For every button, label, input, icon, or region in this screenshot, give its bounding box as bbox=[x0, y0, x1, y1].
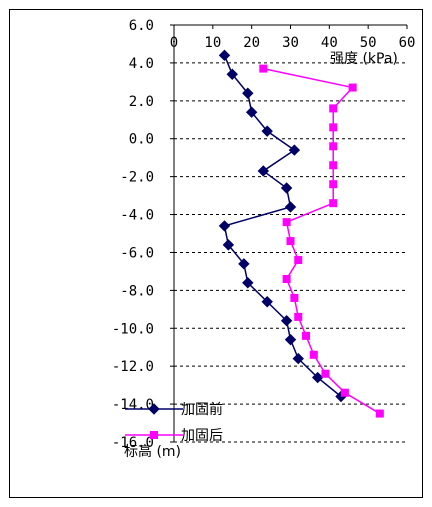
x-tick-labels: 0 10 20 30 40 50 60 bbox=[170, 25, 416, 51]
data-point bbox=[218, 220, 231, 232]
data-point bbox=[226, 68, 238, 80]
series-line bbox=[263, 67, 381, 415]
y-tick-label: 6.0 bbox=[129, 18, 154, 34]
series-1 bbox=[218, 49, 347, 403]
series-layer bbox=[218, 49, 384, 418]
y-tick-label: -12.0 bbox=[112, 359, 154, 375]
data-point bbox=[329, 161, 338, 170]
data-point bbox=[309, 350, 318, 359]
data-point bbox=[329, 180, 338, 189]
y-tick-label: -14.0 bbox=[112, 397, 154, 413]
legend-marker bbox=[150, 431, 158, 439]
x-tick-label: 20 bbox=[243, 35, 260, 51]
data-point bbox=[302, 331, 311, 340]
series-2 bbox=[259, 64, 384, 418]
data-point bbox=[294, 256, 303, 265]
y-tick-label: -10.0 bbox=[112, 321, 154, 337]
data-point bbox=[280, 182, 293, 194]
data-point bbox=[311, 371, 324, 384]
data-point bbox=[292, 352, 304, 365]
legend-label: 加固前 bbox=[181, 401, 223, 418]
data-point bbox=[259, 64, 268, 73]
data-point bbox=[261, 296, 273, 308]
y-tick-label: -8.0 bbox=[120, 283, 154, 299]
data-point bbox=[245, 106, 258, 118]
data-point bbox=[261, 125, 273, 137]
data-point bbox=[218, 49, 231, 62]
grid-lines bbox=[174, 62, 407, 443]
data-point bbox=[284, 333, 297, 346]
data-point bbox=[222, 239, 235, 251]
data-point bbox=[321, 369, 330, 378]
data-point bbox=[294, 312, 303, 321]
y-axis-label: 标高 (m) bbox=[124, 443, 181, 460]
data-point bbox=[284, 201, 297, 213]
data-point bbox=[280, 314, 293, 327]
data-point bbox=[257, 165, 270, 177]
legend-label: 加固后 bbox=[181, 428, 223, 444]
y-tick-label: -2.0 bbox=[120, 170, 154, 186]
data-point bbox=[282, 218, 291, 227]
data-point bbox=[329, 199, 338, 208]
legend-marker bbox=[148, 403, 160, 415]
data-point bbox=[242, 87, 254, 99]
y-tick-labels: 6.0 4.0 2.0 0.0 -2.0 -4.0 -6.0 -8.0 -10.0 -12.0 -1… bbox=[112, 18, 174, 451]
data-point bbox=[329, 142, 338, 151]
y-tick-label: -6.0 bbox=[120, 245, 154, 261]
data-point bbox=[329, 123, 338, 132]
data-point bbox=[340, 388, 349, 397]
data-point bbox=[288, 144, 301, 156]
data-point bbox=[242, 277, 254, 289]
x-tick-label: 10 bbox=[204, 35, 221, 51]
data-point bbox=[375, 409, 384, 418]
y-tick-label: 4.0 bbox=[129, 56, 154, 72]
x-tick-label: 40 bbox=[321, 35, 338, 51]
y-tick-label: 2.0 bbox=[129, 94, 154, 110]
data-point bbox=[286, 237, 295, 246]
data-point bbox=[290, 293, 299, 302]
x-tick-label: 50 bbox=[360, 35, 377, 51]
axes bbox=[173, 24, 407, 442]
data-point bbox=[329, 104, 338, 113]
y-tick-label: -4.0 bbox=[120, 208, 154, 224]
x-tick-label: 0 bbox=[170, 35, 178, 51]
x-axis-label: 强度 (kPa) bbox=[330, 51, 398, 67]
y-tick-label: 0.0 bbox=[129, 132, 154, 148]
data-point bbox=[348, 83, 357, 92]
data-point bbox=[282, 274, 291, 283]
x-tick-label: 60 bbox=[399, 35, 416, 51]
data-point bbox=[238, 258, 250, 270]
y-tick-label: -16.0 bbox=[112, 435, 154, 451]
x-tick-label: 30 bbox=[282, 35, 299, 51]
